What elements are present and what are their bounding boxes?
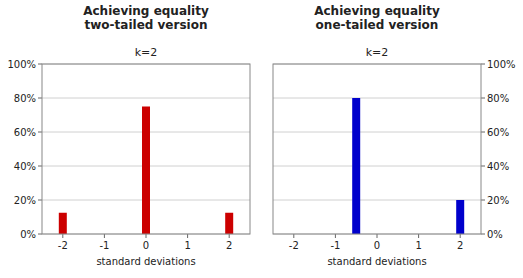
x-tick-label: 1 <box>415 240 421 251</box>
x-tick <box>418 234 419 238</box>
y-tick <box>481 234 485 235</box>
y-tick-label: 100% <box>487 59 516 70</box>
title-line: one-tailed version <box>316 18 439 32</box>
panel: Achieving equalitytwo-tailed version k=2 0… <box>7 4 250 267</box>
title-line: Achieving equality <box>314 4 440 18</box>
x-tick-label: 0 <box>374 240 380 251</box>
x-tick <box>460 234 461 238</box>
bar <box>225 213 233 234</box>
x-tick <box>146 234 147 238</box>
grid-line <box>42 98 250 99</box>
plot-frame <box>42 64 250 234</box>
x-tick <box>187 234 188 238</box>
x-tick <box>104 234 105 238</box>
x-tick <box>229 234 230 238</box>
y-tick-label: 80% <box>14 93 36 104</box>
y-tick-label: 100% <box>7 59 36 70</box>
x-axis-label: standard deviations <box>96 256 195 267</box>
bar <box>142 107 150 235</box>
y-tick-label: 20% <box>487 195 509 206</box>
bar <box>352 98 360 234</box>
y-tick <box>38 98 42 99</box>
x-tick <box>62 234 63 238</box>
x-tick-label: -2 <box>58 240 68 251</box>
bar <box>59 213 67 234</box>
y-tick-label: 40% <box>14 161 36 172</box>
panel: Achieving equalityone-tailed version k=2 0… <box>273 4 516 267</box>
y-tick <box>481 64 485 65</box>
title-line: two-tailed version <box>85 18 208 32</box>
y-tick-label: 60% <box>487 127 509 138</box>
x-tick <box>293 234 294 238</box>
x-tick <box>377 234 378 238</box>
x-tick-label: -1 <box>330 240 340 251</box>
y-tick-label: 80% <box>487 93 509 104</box>
grid-line <box>273 132 481 133</box>
title: Achieving equalityone-tailed version <box>314 4 440 32</box>
bars <box>352 98 464 234</box>
subtitle: k=2 <box>135 46 158 59</box>
plot-frame <box>273 64 481 234</box>
x-tick-label: 1 <box>184 240 190 251</box>
x-tick-label: 2 <box>226 240 232 251</box>
y-tick <box>481 166 485 167</box>
title-line: Achieving equality <box>83 4 209 18</box>
bars <box>59 107 233 235</box>
chart-root: Achieving equalitytwo-tailed versionk=20… <box>0 0 523 278</box>
y-tick-label: 0% <box>20 229 36 240</box>
grid-line <box>273 166 481 167</box>
grid-line <box>273 200 481 201</box>
x-tick <box>335 234 336 238</box>
y-tick <box>38 132 42 133</box>
y-tick <box>38 166 42 167</box>
bar <box>456 200 464 234</box>
y-tick-label: 0% <box>487 229 503 240</box>
x-tick-label: -1 <box>99 240 109 251</box>
x-tick-label: -2 <box>289 240 299 251</box>
y-tick-label: 20% <box>14 195 36 206</box>
grid-line <box>273 98 481 99</box>
y-tick <box>481 200 485 201</box>
x-tick-label: 0 <box>143 240 149 251</box>
x-axis-label: standard deviations <box>327 256 426 267</box>
x-tick-label: 2 <box>457 240 463 251</box>
title: Achieving equalitytwo-tailed version <box>83 4 209 32</box>
subtitle: k=2 <box>366 46 389 59</box>
y-tick-label: 60% <box>14 127 36 138</box>
y-tick <box>38 234 42 235</box>
y-tick <box>481 98 485 99</box>
y-tick <box>481 132 485 133</box>
y-tick-label: 40% <box>487 161 509 172</box>
y-tick <box>38 64 42 65</box>
y-tick <box>38 200 42 201</box>
